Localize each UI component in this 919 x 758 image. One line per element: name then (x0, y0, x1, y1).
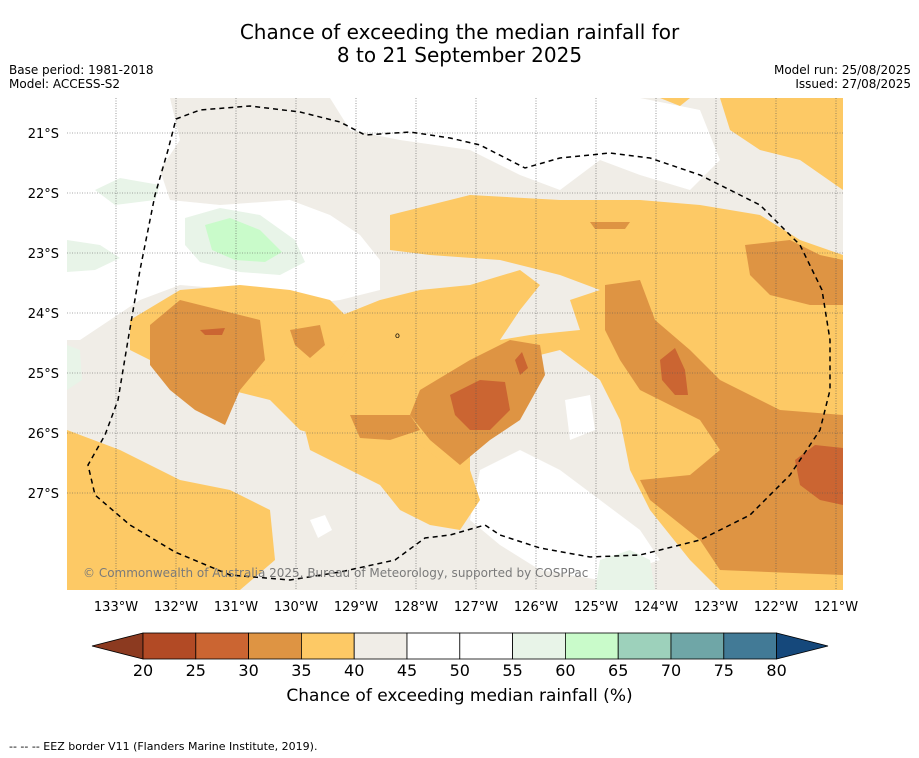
rainfall-map: o © Commonwealth of Australia 2025, Bure… (67, 98, 843, 590)
colorbar-swatch (512, 632, 566, 660)
colorbar-tick: 65 (608, 661, 628, 680)
colorbar-swatch (617, 632, 672, 660)
region-55-60-south (595, 550, 655, 590)
base-period: Base period: 1981-2018 (9, 63, 154, 77)
colorbar-tick: 55 (502, 661, 522, 680)
lon-label: 124°W (634, 600, 678, 615)
lon-label: 129°W (334, 600, 378, 615)
region-60-65 (205, 218, 282, 262)
region-30-35-east (605, 280, 843, 575)
lat-labels: 21°S 22°S 23°S 24°S 25°S 26°S 27°S (28, 127, 59, 502)
colorbar-swatch (723, 632, 777, 660)
footer-note: -- -- -- EEZ border V11 (Flanders Marine… (9, 740, 318, 753)
lon-label: 131°W (214, 600, 258, 615)
colorbar-swatch (670, 632, 725, 660)
chart-title-line1: Chance of exceeding the median rainfall … (239, 20, 680, 44)
colorbar-tick: 40 (344, 661, 364, 680)
region-45-55-sw (310, 515, 332, 538)
region-30-35-northeast (745, 240, 843, 305)
colorbar-tick: 45 (397, 661, 417, 680)
meta-left: Base period: 1981-2018 Model: ACCESS-S2 (9, 63, 154, 91)
eez-border (87, 105, 831, 581)
colorbar-swatch (248, 632, 302, 660)
lat-label: 23°S (28, 247, 59, 262)
region-35-40-north-tip (660, 98, 690, 106)
colorbar-extend-high (776, 632, 829, 660)
colorbar-swatch (406, 632, 461, 660)
region-45-55-north (67, 98, 843, 190)
meta-right: Model run: 25/08/2025 Issued: 27/08/2025 (774, 63, 911, 91)
issued-date: Issued: 27/08/2025 (795, 77, 911, 91)
lon-label: 133°W (94, 600, 138, 615)
region-45-55-island (565, 395, 595, 440)
colorbar-tick: 50 (450, 661, 470, 680)
colorbar-swatch (565, 632, 619, 660)
copyright-text: © Commonwealth of Australia 2025, Bureau… (83, 566, 588, 580)
chart-title-line2: 8 to 21 September 2025 (336, 43, 583, 67)
colorbar-label: Chance of exceeding median rainfall (%) (286, 686, 633, 706)
colorbar-extend-low (91, 632, 144, 660)
lon-label: 128°W (394, 600, 438, 615)
region-35-40-southwest (67, 430, 275, 590)
model-name: Model: ACCESS-S2 (9, 77, 121, 91)
lon-label: 127°W (454, 600, 498, 615)
contour-mark: o (395, 331, 400, 340)
lat-label: 24°S (28, 307, 59, 322)
region-55-60-north (95, 178, 160, 205)
region-30-35-small (290, 325, 325, 358)
lon-label: 122°W (754, 600, 798, 615)
colorbar-tick: 70 (661, 661, 681, 680)
colorbar-swatch (300, 632, 355, 660)
colorbar-tick: 35 (291, 661, 311, 680)
colorbar-swatch (142, 632, 197, 660)
lat-label: 25°S (28, 367, 59, 382)
lon-label: 121°W (814, 600, 858, 615)
lon-label: 125°W (574, 600, 618, 615)
region-45-55-south (470, 450, 660, 580)
region-30-35-central-left (350, 415, 420, 440)
colorbar-tick: 80 (766, 661, 786, 680)
colorbar-tick: 20 (133, 661, 153, 680)
lon-label: 130°W (274, 600, 318, 615)
lon-label: 132°W (154, 600, 198, 615)
colorbar-swatch (459, 632, 513, 660)
region-55-60-west-a (67, 240, 120, 272)
lon-label: 123°W (694, 600, 738, 615)
lon-labels: 133°W 132°W 131°W 130°W 129°W 128°W 127°W 126°W… (94, 600, 858, 615)
region-35-40-northeast (720, 98, 843, 190)
region-25-30-southeast (795, 445, 843, 505)
model-run: Model run: 25/08/2025 (773, 63, 911, 77)
lat-label: 26°S (28, 427, 59, 442)
region-25-30-central (450, 380, 510, 430)
lat-label: 27°S (28, 487, 59, 502)
region-55-60-west-b (67, 345, 82, 390)
colorbar: 20 25 30 35 40 45 50 55 60 65 70 75 80 (91, 632, 829, 680)
lat-label: 22°S (28, 187, 59, 202)
grid-lines (67, 98, 843, 590)
colorbar-swatch (195, 632, 250, 660)
region-25-30-east (660, 348, 688, 395)
region-30-35-mid (590, 222, 630, 229)
colorbar-tick: 75 (714, 661, 734, 680)
colorbar-tick: 30 (238, 661, 258, 680)
colorbar-swatch (353, 632, 408, 660)
region-35-40-south (300, 410, 480, 530)
colorbar-tick: 60 (555, 661, 575, 680)
lat-label: 21°S (28, 127, 59, 142)
lon-label: 126°W (514, 600, 558, 615)
region-25-30-speck (515, 352, 528, 375)
colorbar-tick: 25 (186, 661, 206, 680)
region-25-30-west (200, 328, 225, 335)
